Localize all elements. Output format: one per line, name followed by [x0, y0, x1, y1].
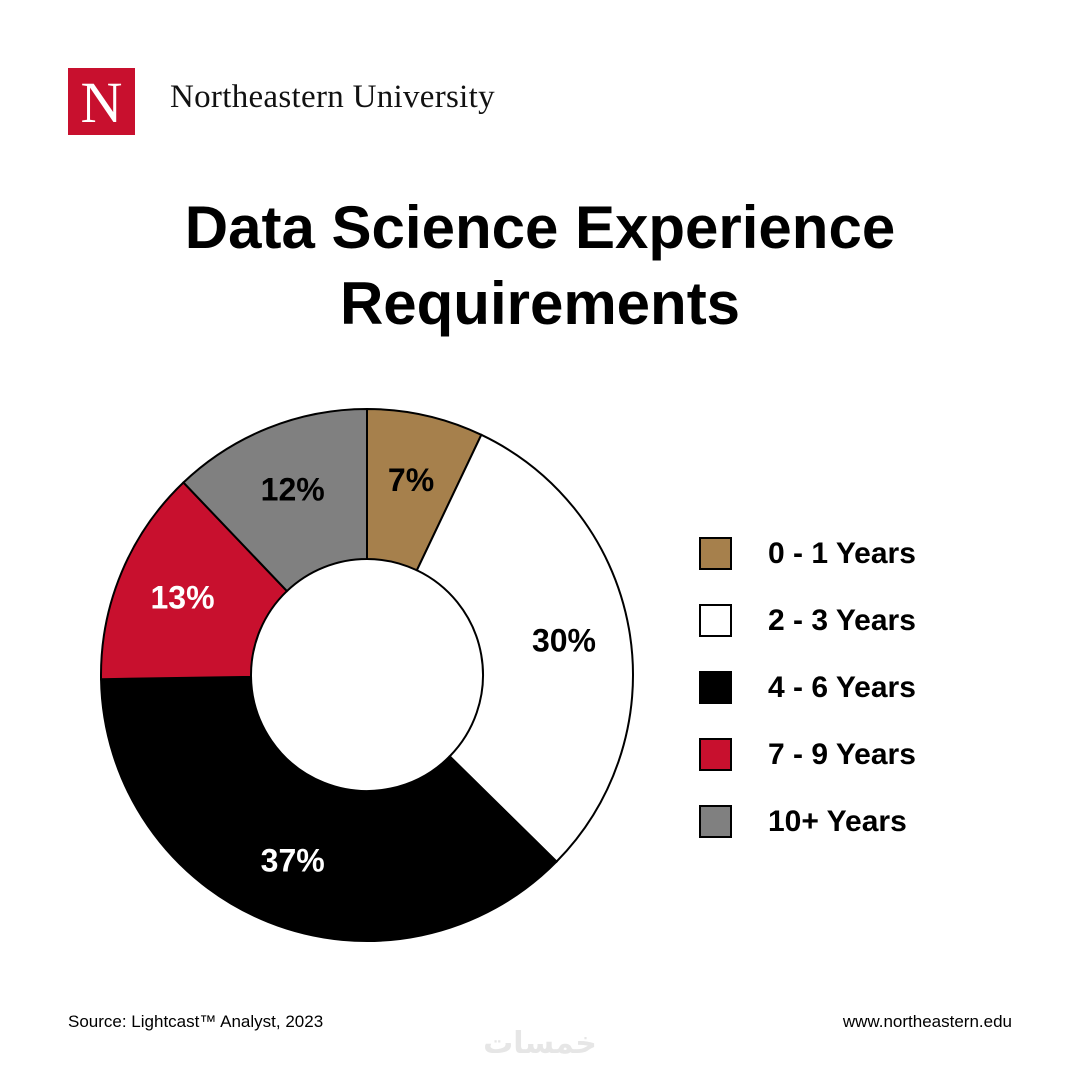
legend-swatch	[699, 805, 732, 838]
legend-item-10-plus-years: 10+ Years	[699, 788, 916, 855]
legend-swatch	[699, 738, 732, 771]
source-citation: Source: Lightcast™ Analyst, 2023	[68, 1012, 324, 1031]
legend-label: 2 - 3 Years	[768, 603, 916, 637]
legend-swatch	[699, 537, 732, 570]
legend-label: 10+ Years	[768, 804, 907, 838]
slice-2-3-years	[415, 433, 634, 864]
university-logo: N	[68, 68, 135, 135]
legend-item-4-6-years: 4 - 6 Years	[699, 654, 916, 721]
website-link: www.northeastern.edu	[842, 1012, 1012, 1031]
slice-value-label: 30%	[532, 622, 596, 658]
slice-value-label: 12%	[261, 471, 325, 507]
legend-swatch	[699, 604, 732, 637]
university-name: Northeastern University	[170, 79, 495, 115]
chart-legend: 0 - 1 Years 2 - 3 Years 4 - 6 Years 7 - …	[699, 520, 916, 855]
chart-title-line-2: Requirements	[339, 270, 741, 337]
chart-title: Data Science Experience Requirements	[0, 190, 1080, 342]
chart-title-line-1: Data Science Experience	[184, 194, 896, 261]
slice-7-9-years	[100, 481, 289, 681]
legend-item-7-9-years: 7 - 9 Years	[699, 721, 916, 788]
legend-label: 7 - 9 Years	[768, 737, 916, 771]
slice-value-label: 37%	[261, 843, 325, 879]
legend-swatch	[699, 671, 732, 704]
slice-4-6-years	[100, 675, 558, 942]
legend-item-0-1-years: 0 - 1 Years	[699, 520, 916, 587]
slice-10-years	[182, 407, 368, 593]
logo-letter: N	[80, 69, 123, 135]
slice-value-label: 7%	[388, 462, 434, 498]
legend-label: 0 - 1 Years	[768, 536, 916, 570]
watermark: خمسات	[483, 1026, 597, 1060]
slice-value-label: 13%	[151, 580, 215, 616]
legend-item-2-3-years: 2 - 3 Years	[699, 587, 916, 654]
legend-label: 4 - 6 Years	[768, 670, 916, 704]
